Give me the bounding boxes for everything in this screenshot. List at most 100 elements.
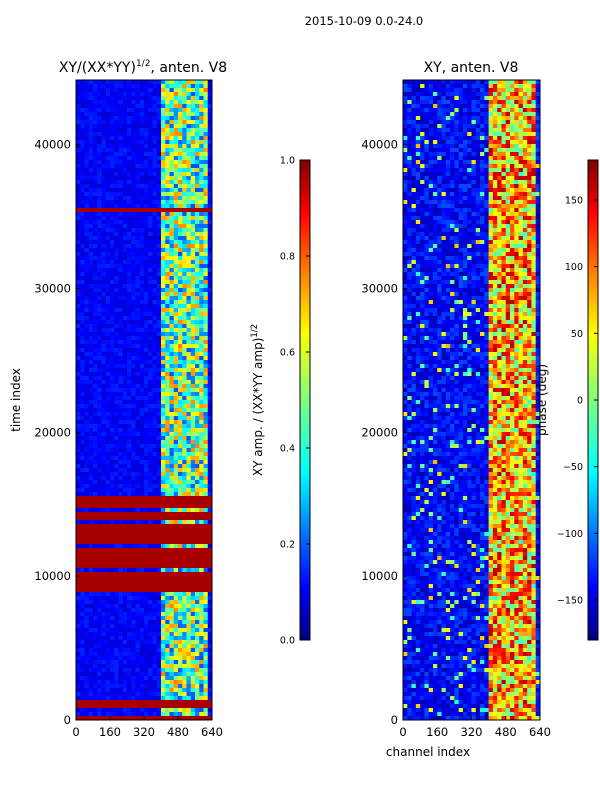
heatmap-cell: [84, 644, 90, 649]
heatmap-cell: [156, 576, 162, 581]
heatmap-cell: [186, 204, 192, 209]
heatmap-cell: [118, 584, 124, 589]
heatmap-cell: [178, 620, 183, 625]
heatmap-cell: [173, 540, 179, 545]
heatmap-cell: [114, 512, 119, 517]
heatmap-cell: [135, 112, 141, 117]
heatmap-cell: [105, 212, 111, 217]
heatmap-cell: [144, 352, 149, 357]
heatmap-cell: [152, 252, 158, 257]
heatmap-cell: [207, 572, 212, 577]
heatmap-cell: [93, 200, 98, 205]
heatmap-cell: [84, 292, 90, 297]
heatmap-cell: [144, 204, 149, 209]
heatmap-cell: [127, 604, 132, 609]
heatmap-cell: [101, 132, 107, 137]
heatmap-cell: [76, 468, 81, 473]
heatmap-cell: [105, 364, 111, 369]
heatmap-cell: [110, 272, 115, 277]
heatmap-cell: [93, 352, 98, 357]
heatmap-cell: [186, 340, 192, 345]
heatmap-cell: [97, 316, 102, 321]
heatmap-cell: [93, 580, 98, 585]
heatmap-cell: [88, 380, 94, 385]
heatmap-cell: [195, 236, 200, 241]
heatmap-cell: [178, 604, 183, 609]
heatmap-cell: [190, 144, 196, 149]
heatmap-cell: [122, 480, 128, 485]
heatmap-cell: [80, 668, 85, 673]
heatmap-cell: [131, 444, 136, 449]
heatmap-cell: [88, 492, 94, 497]
heatmap-cell: [203, 636, 209, 641]
heatmap-cell: [190, 236, 196, 241]
heatmap-cell: [97, 196, 102, 201]
heatmap-cell: [156, 124, 162, 129]
heatmap-cell: [122, 164, 128, 169]
heatmap-cell: [148, 532, 153, 537]
heatmap-cell: [80, 700, 85, 705]
heatmap-cell: [93, 280, 98, 285]
heatmap-cell: [84, 488, 90, 493]
heatmap-cell: [101, 512, 107, 517]
heatmap-cell: [152, 340, 158, 345]
heatmap-cell: [203, 528, 209, 533]
heatmap-cell: [203, 544, 209, 549]
heatmap-cell: [190, 228, 196, 233]
heatmap-cell: [195, 128, 200, 133]
heatmap-cell: [156, 648, 162, 653]
heatmap-cell: [93, 92, 98, 97]
heatmap-cell: [203, 452, 209, 457]
heatmap-cell: [190, 216, 196, 221]
heatmap-cell: [114, 80, 119, 85]
heatmap-cell: [114, 640, 119, 645]
heatmap-cell: [152, 204, 158, 209]
heatmap-cell: [169, 432, 175, 437]
heatmap-cell: [178, 592, 183, 597]
heatmap-cell: [114, 144, 119, 149]
heatmap-cell: [199, 652, 204, 657]
heatmap-cell: [97, 572, 102, 577]
heatmap-cell: [178, 196, 183, 201]
heatmap-cell: [178, 696, 183, 701]
heatmap-cell: [88, 648, 94, 653]
heatmap-cell: [105, 144, 111, 149]
heatmap-cell: [80, 388, 85, 393]
heatmap-cell: [178, 432, 183, 437]
heatmap-cell: [114, 628, 119, 633]
heatmap-cell: [207, 188, 212, 193]
heatmap-cell: [165, 344, 170, 349]
heatmap-cell: [165, 564, 170, 569]
heatmap-cell: [105, 288, 111, 293]
heatmap-cell: [207, 108, 212, 113]
heatmap-cell: [118, 516, 124, 521]
heatmap-cell: [148, 488, 153, 493]
heatmap-cell: [84, 672, 90, 677]
heatmap-cell: [152, 500, 158, 505]
heatmap-cell: [190, 592, 196, 597]
heatmap-cell: [178, 700, 183, 705]
heatmap-cell: [110, 236, 115, 241]
heatmap-cell: [101, 488, 107, 493]
heatmap-cell: [97, 612, 102, 617]
heatmap-cell: [105, 588, 111, 593]
heatmap-cell: [76, 332, 81, 337]
heatmap-cell: [122, 364, 128, 369]
heatmap-cell: [178, 412, 183, 417]
heatmap-cell: [110, 124, 115, 129]
heatmap-cell: [118, 616, 124, 621]
heatmap-cell: [182, 228, 187, 233]
heatmap-cell: [182, 176, 187, 181]
heatmap-cell: [203, 556, 209, 561]
heatmap-cell: [195, 500, 200, 505]
heatmap-cell: [207, 472, 212, 477]
heatmap-cell: [178, 84, 183, 89]
heatmap-cell: [118, 192, 124, 197]
heatmap-cell: [135, 340, 141, 345]
heatmap-cell: [127, 696, 132, 701]
heatmap-cell: [80, 232, 85, 237]
heatmap-cell: [207, 512, 212, 517]
heatmap-cell: [97, 676, 102, 681]
heatmap-cell: [80, 420, 85, 425]
heatmap-cell: [161, 280, 166, 285]
